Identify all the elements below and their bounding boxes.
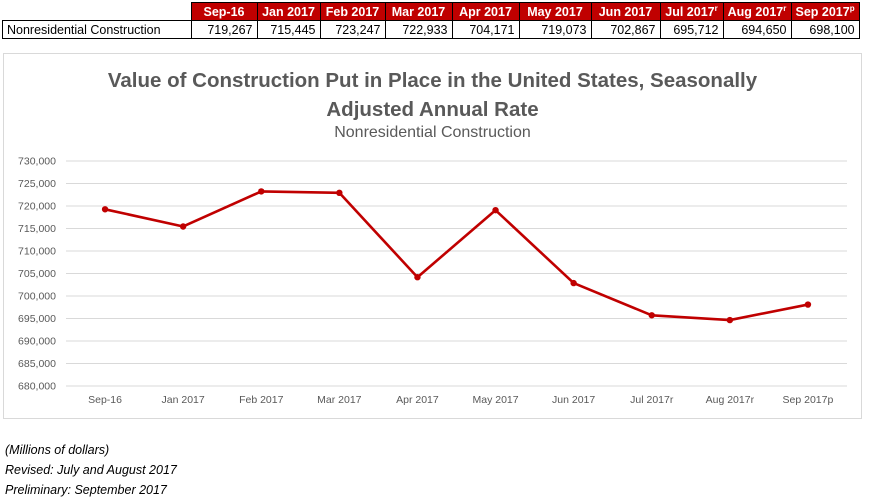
x-tick-label: Aug 2017r xyxy=(706,394,755,406)
note-preliminary: Preliminary: September 2017 xyxy=(5,483,167,497)
table-header-label: May 2017 xyxy=(527,4,583,19)
data-point xyxy=(804,301,812,308)
note-units: (Millions of dollars) xyxy=(5,443,110,457)
table-row-label: Nonresidential Construction xyxy=(2,20,192,39)
table-cell: 702,867 xyxy=(590,20,661,39)
table-header-label: Jul 2017 xyxy=(665,4,715,19)
chart-area: Value of Construction Put in Place in th… xyxy=(3,53,862,419)
table-cell: 698,100 xyxy=(790,20,860,39)
x-tick-label: Mar 2017 xyxy=(317,394,362,406)
data-table: Sep-16 Jan 2017 Feb 2017 Mar 2017 Apr 2017 Ma… xyxy=(2,2,860,39)
table-cell: 723,247 xyxy=(319,20,386,39)
table-header-cell: Feb 2017 xyxy=(319,2,386,21)
table-header-label: Sep-16 xyxy=(203,4,245,19)
table-header-mark: r xyxy=(714,3,718,13)
line-chart: 680,000 685,000 690,000 695,000 700,000 705,0… xyxy=(18,156,847,406)
y-tick-label: 700,000 xyxy=(18,291,56,303)
data-point xyxy=(258,188,265,195)
table-header-mark: r xyxy=(783,3,787,13)
data-point xyxy=(492,206,499,214)
table-header-label: Jan 2017 xyxy=(262,4,315,19)
table-header-label: Jun 2017 xyxy=(598,4,653,19)
chart-title-line: Adjusted Annual Rate xyxy=(326,98,539,121)
y-tick-label: 710,000 xyxy=(18,246,56,258)
x-tick-label: May 2017 xyxy=(472,394,518,406)
y-tick-label: 715,000 xyxy=(18,223,56,235)
table-cell: 704,171 xyxy=(451,20,520,39)
table-cell: 695,712 xyxy=(659,20,724,39)
table-header-row: Sep-16 Jan 2017 Feb 2017 Mar 2017 Apr 2017 Ma… xyxy=(2,2,860,21)
data-point xyxy=(179,223,187,230)
x-tick-label: Feb 2017 xyxy=(239,394,284,406)
table-row: Nonresidential Construction 719,267 715,4… xyxy=(2,20,860,39)
x-tick-label: Sep-16 xyxy=(88,394,122,406)
data-point xyxy=(570,279,577,287)
table-header-label: Aug 2017 xyxy=(727,4,784,19)
table-header-cell: Apr 2017 xyxy=(451,2,520,21)
x-tick-label: Apr 2017 xyxy=(396,394,439,406)
table-header-cell: Jan 2017 xyxy=(256,2,321,21)
table-header-label: Sep 2017 xyxy=(795,4,850,19)
x-tick-label: Jul 2017r xyxy=(630,394,674,406)
table-cell: 719,267 xyxy=(190,20,258,39)
table-header-label: Apr 2017 xyxy=(459,4,512,19)
table-header-label: Feb 2017 xyxy=(325,4,380,19)
chart-subtitle: Nonresidential Construction xyxy=(334,124,531,141)
chart-title: Value of Construction Put in Place in th… xyxy=(4,66,861,124)
table-cell: 722,933 xyxy=(384,20,453,39)
data-point xyxy=(101,206,109,213)
table-header-cell: Aug 2017r xyxy=(722,2,792,21)
table-header-cell: Jun 2017 xyxy=(590,2,661,21)
table-corner xyxy=(2,2,192,21)
note-revised: Revised: July and August 2017 xyxy=(5,463,177,477)
y-tick-label: 705,000 xyxy=(18,268,56,280)
y-tick-label: 685,000 xyxy=(18,358,56,370)
table-cell: 719,073 xyxy=(518,20,592,39)
y-tick-label: 720,000 xyxy=(18,201,56,213)
table-header-cell: Jul 2017r xyxy=(659,2,724,21)
data-point xyxy=(336,189,343,197)
table-header-label: Mar 2017 xyxy=(391,4,446,19)
series-line xyxy=(104,190,809,322)
table-cell: 715,445 xyxy=(256,20,321,39)
x-tick-label: Jan 2017 xyxy=(162,394,205,406)
y-tick-label: 695,000 xyxy=(18,313,56,325)
x-tick-label: Sep 2017p xyxy=(783,394,834,406)
table-header-cell: May 2017 xyxy=(518,2,592,21)
table-header-cell: Mar 2017 xyxy=(384,2,453,21)
y-tick-label: 730,000 xyxy=(18,156,56,168)
chart-title-line: Value of Construction Put in Place in th… xyxy=(107,69,758,92)
table-header-cell: Sep 2017p xyxy=(790,2,860,21)
table-header-mark: p xyxy=(849,3,855,13)
x-tick-label: Jun 2017 xyxy=(552,394,595,406)
table-header-cell: Sep-16 xyxy=(190,2,258,21)
data-point xyxy=(648,312,655,319)
data-point xyxy=(726,316,734,324)
table-cell: 694,650 xyxy=(722,20,792,39)
data-point xyxy=(414,274,421,281)
y-tick-label: 680,000 xyxy=(18,381,56,393)
y-tick-label: 725,000 xyxy=(18,178,56,190)
y-tick-label: 690,000 xyxy=(18,336,56,348)
